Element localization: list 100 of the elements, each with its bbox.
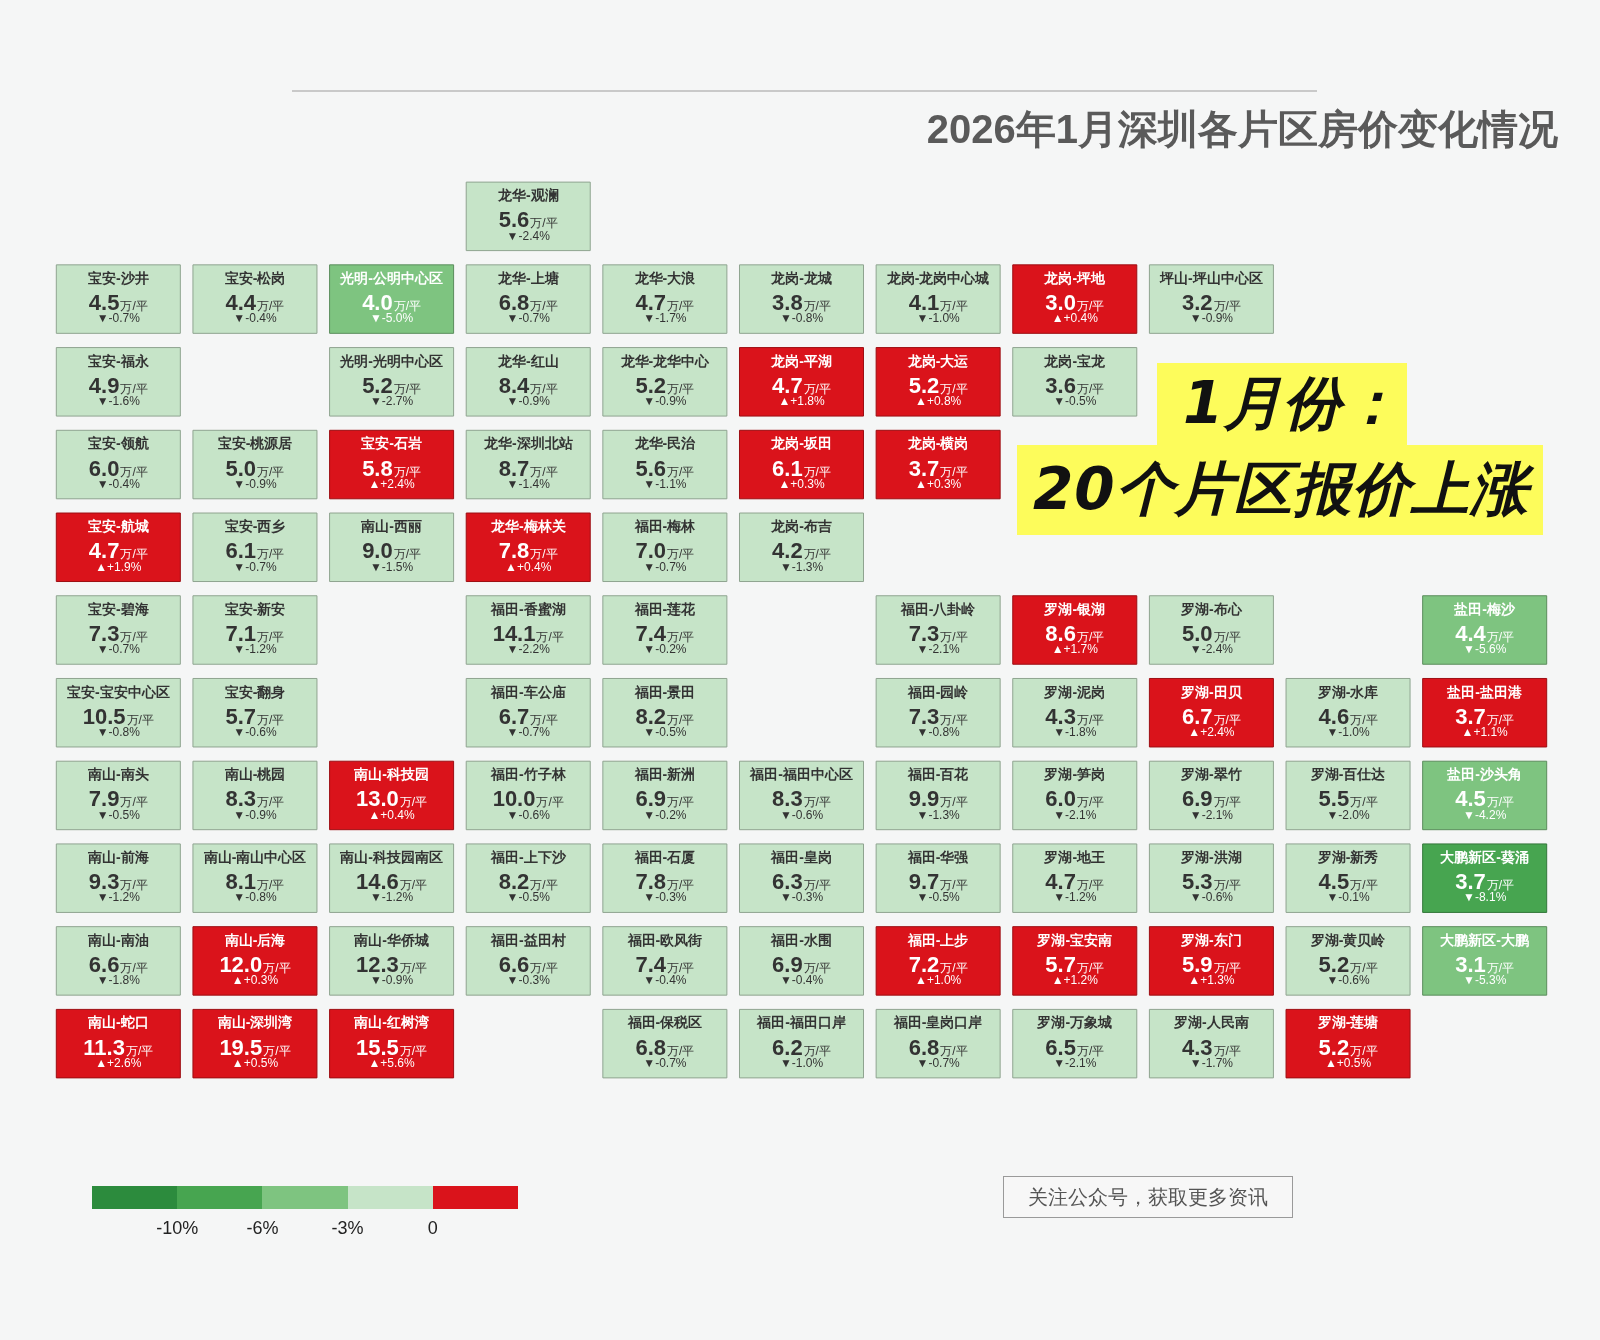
category-label: 福田-保税区 [626,1014,703,1031]
category-label: 龙岗-平湖 [770,352,832,369]
data-label: ▼-4.2% [1463,807,1507,822]
data-label: ▲+1.1% [1461,725,1509,740]
data-label: ▲+1.0% [915,973,962,988]
text: 1月份： [1157,363,1408,445]
data-label: ▼-0.3% [506,973,551,988]
category-label: 大鹏新区-葵涌 [1440,849,1530,866]
data-label: ▼-0.6% [506,807,551,822]
category-label: 龙岗-宝龙 [1043,352,1107,369]
category-label: 福田-百花 [906,766,970,783]
category-label: 福田-欧风街 [626,931,703,948]
category-label: 福田-车公庙 [489,683,566,700]
category-label: 福田-上下沙 [489,849,567,866]
category-label: 罗湖-水库 [1316,683,1379,700]
category-label: 龙华-观澜 [496,187,559,204]
data-label: ▼-1.5% [369,559,414,574]
category-label: 罗湖-东门 [1180,931,1242,948]
data-label: ▼-0.9% [506,394,551,409]
category-label: 福田-新洲 [633,766,696,783]
text: -3% [331,1217,364,1239]
data-label: ▲+0.4% [368,807,416,822]
text: 2026年1月深圳各片区房价变化情况 [926,106,1558,153]
text: 20个片区报价上涨 [1017,445,1543,535]
category-label: 福田-福田口岸 [756,1014,846,1031]
category-label: 福田-益田村 [489,931,566,948]
category-label: 福田-梅林 [633,518,697,535]
category-label: 福田-竹子林 [489,766,567,783]
category-label: 南山-西丽 [360,518,422,535]
category-label: 罗湖-笋岗 [1043,766,1106,783]
data-label: ▼-0.6% [779,807,824,822]
data-label: ▲+1.7% [1051,642,1099,657]
data-label: ▼-0.7% [233,559,277,574]
data-label: ▼-1.2% [233,642,277,657]
category-label: 龙岗-坪地 [1043,269,1107,286]
data-label: ▼-2.4% [506,228,551,243]
category-label: 龙岗-大运 [906,352,970,369]
category-label: 罗湖-人民南 [1173,1014,1249,1031]
data-label: ▲+1.3% [1188,973,1235,988]
category-label: 光明-光明中心区 [339,352,443,369]
category-label: 福田-皇岗口岸 [892,1014,983,1031]
category-label: 福田-皇岗 [770,849,832,866]
data-label: ▼-0.7% [643,559,687,574]
category-label: 宝安-碧海 [87,600,149,617]
category-label: 南山-南头 [86,766,149,783]
category-label: 宝安-松岗 [224,269,286,286]
category-label: 光明-公明中心区 [339,269,443,286]
category-label: 宝安-新安 [224,600,286,617]
data-label: ▼-2.4% [1189,642,1234,657]
data-label: ▼-0.8% [916,725,961,740]
data-label: ▼-0.6% [1326,973,1370,988]
category-label: 坪山-坪山中心区 [1159,269,1263,286]
category-label: 南山-后海 [223,931,286,948]
data-label: ▲+0.3% [231,973,279,988]
category-label: 宝安-沙井 [87,269,149,286]
category-label: 罗湖-泥岗 [1043,683,1106,700]
category-label: 南山-蛇口 [86,1014,149,1031]
category-label: 罗湖-万象城 [1036,1014,1113,1031]
data-label: ▼-0.5% [643,725,687,740]
category-label: 罗湖-洪湖 [1180,849,1242,866]
category-label: 龙岗-坂田 [770,435,832,452]
category-label: 福田-上步 [906,931,969,948]
data-label: ▼-2.7% [369,394,414,409]
data-label: ▼-0.5% [1053,394,1097,409]
text: 0 [427,1217,438,1239]
category-label: 宝安-航城 [87,518,149,535]
category-label: 罗湖-田贝 [1180,683,1243,700]
category-label: 福田-莲花 [633,600,697,617]
data-label: ▼-5.3% [1463,973,1507,988]
category-label: 龙岗-龙岗中心城 [885,269,990,286]
data-label: ▼-0.7% [506,725,551,740]
data-label: ▼-0.2% [643,807,687,822]
category-label: 龙岗-布吉 [770,518,832,535]
category-label: 盐田-沙头角 [1446,766,1523,783]
data-label: ▲+1.8% [778,394,825,409]
category-label: 南山-前海 [86,849,149,866]
data-label: ▼-2.1% [1189,807,1234,822]
text: 关注公众号，获取更多资讯 [1003,1176,1293,1218]
data-label: ▼-0.4% [779,973,824,988]
category-label: 盐田-盐田港 [1446,683,1524,700]
category-label: 龙华-上塘 [496,269,559,286]
data-label: ▼-0.6% [233,725,277,740]
data-label: ▼-1.8% [96,973,141,988]
data-label: ▼-2.1% [1053,807,1097,822]
data-label: ▼-0.8% [96,725,141,740]
data-label: ▼-1.6% [96,394,141,409]
category-label: 大鹏新区-大鹏 [1440,931,1530,948]
category-label: 福田-香蜜湖 [489,600,566,617]
category-label: 福田-八卦岭 [899,600,977,617]
category-label: 福田-福田中心区 [749,766,853,783]
text: -6% [246,1217,279,1239]
category-label: 宝安-领航 [87,435,149,452]
category-label: 福田-水围 [770,931,832,948]
category-label: 宝安-桃源居 [217,435,293,452]
category-label: 南山-华侨城 [353,931,429,948]
data-label: ▼-0.9% [643,394,687,409]
data-label: ▼-1.0% [1326,725,1370,740]
category-label: 罗湖-银湖 [1043,600,1106,617]
category-label: 宝安-宝安中心区 [66,683,170,700]
category-label: 福田-园岭 [906,683,970,700]
